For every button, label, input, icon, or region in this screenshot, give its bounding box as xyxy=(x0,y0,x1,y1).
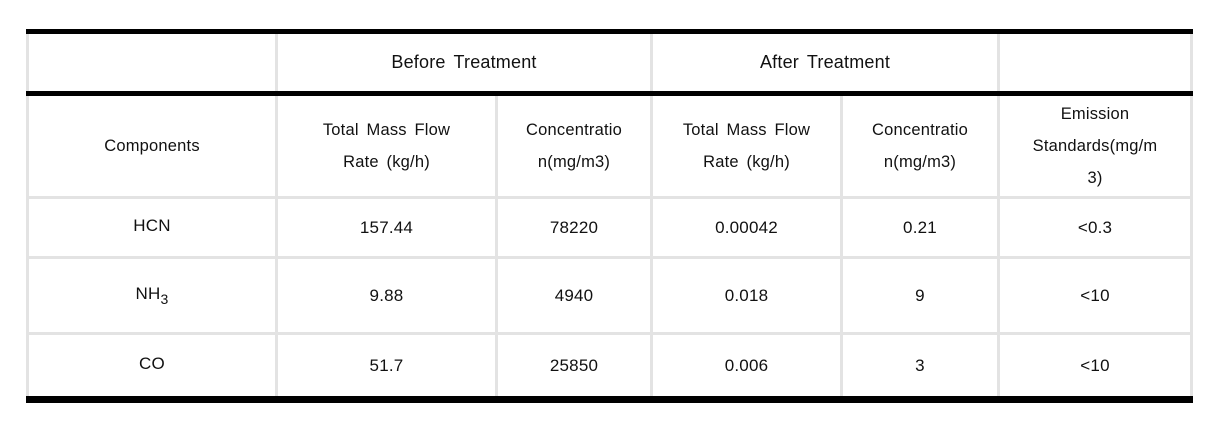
corner-cell-right xyxy=(997,29,1193,96)
cell-after-concentration: 3 xyxy=(840,332,1000,403)
header-line: Concentratio xyxy=(872,121,968,139)
cell-component: NH3 xyxy=(26,256,278,335)
group-header-before-treatment: Before Treatment xyxy=(275,29,653,96)
cell-component: CO xyxy=(26,332,278,403)
cell-emission-standard: <10 xyxy=(997,332,1193,403)
header-line: Standards(mg/m xyxy=(1032,137,1158,155)
group-header-after-treatment: After Treatment xyxy=(650,29,1000,96)
col-header-before-concentration: Concentratio n(mg/m3) xyxy=(495,92,653,199)
col-header-emission-standards: Emission Standards(mg/m 3) xyxy=(997,92,1193,199)
table-row-hcn: HCN 157.44 78220 0.00042 0.21 <0.3 xyxy=(26,196,1193,259)
cell-before-mass-flow: 51.7 xyxy=(275,332,498,403)
cell-after-mass-flow: 0.018 xyxy=(650,256,843,335)
component-subscript: 3 xyxy=(160,291,169,307)
cell-emission-standard: <10 xyxy=(997,256,1193,335)
header-line: Rate (kg/h) xyxy=(703,153,790,171)
header-line: Emission xyxy=(1060,105,1130,123)
treatment-group-header-row: Before Treatment After Treatment xyxy=(26,29,1193,96)
col-header-after-concentration: Concentratio n(mg/m3) xyxy=(840,92,1000,199)
header-line: n(mg/m3) xyxy=(537,153,611,171)
table-row-co: CO 51.7 25850 0.006 3 <10 xyxy=(26,332,1193,403)
cell-component: HCN xyxy=(26,196,278,259)
table-row-nh3: NH3 9.88 4940 0.018 9 <10 xyxy=(26,256,1193,335)
column-header-row: Components Total Mass Flow Rate (kg/h) C… xyxy=(26,92,1193,199)
emissions-table: Before Treatment After Treatment Compone… xyxy=(26,29,1193,403)
header-line: Total Mass Flow xyxy=(682,121,811,139)
header-line: Total Mass Flow xyxy=(322,121,451,139)
component-label: NH xyxy=(135,284,161,303)
cell-before-mass-flow: 9.88 xyxy=(275,256,498,335)
header-line: n(mg/m3) xyxy=(883,153,957,171)
cell-emission-standard: <0.3 xyxy=(997,196,1193,259)
cell-after-mass-flow: 0.006 xyxy=(650,332,843,403)
header-line: Concentratio xyxy=(526,121,622,139)
cell-after-concentration: 0.21 xyxy=(840,196,1000,259)
emissions-table-container: Before Treatment After Treatment Compone… xyxy=(26,29,1193,403)
cell-before-concentration: 78220 xyxy=(495,196,653,259)
col-header-components: Components xyxy=(26,92,278,199)
component-label: CO xyxy=(139,354,165,373)
cell-before-mass-flow: 157.44 xyxy=(275,196,498,259)
col-header-before-mass-flow: Total Mass Flow Rate (kg/h) xyxy=(275,92,498,199)
corner-cell-left xyxy=(26,29,278,96)
header-line: 3) xyxy=(1087,169,1103,187)
header-line: Rate (kg/h) xyxy=(343,153,430,171)
cell-after-mass-flow: 0.00042 xyxy=(650,196,843,259)
col-header-after-mass-flow: Total Mass Flow Rate (kg/h) xyxy=(650,92,843,199)
component-label: HCN xyxy=(133,216,171,235)
cell-before-concentration: 4940 xyxy=(495,256,653,335)
cell-before-concentration: 25850 xyxy=(495,332,653,403)
cell-after-concentration: 9 xyxy=(840,256,1000,335)
